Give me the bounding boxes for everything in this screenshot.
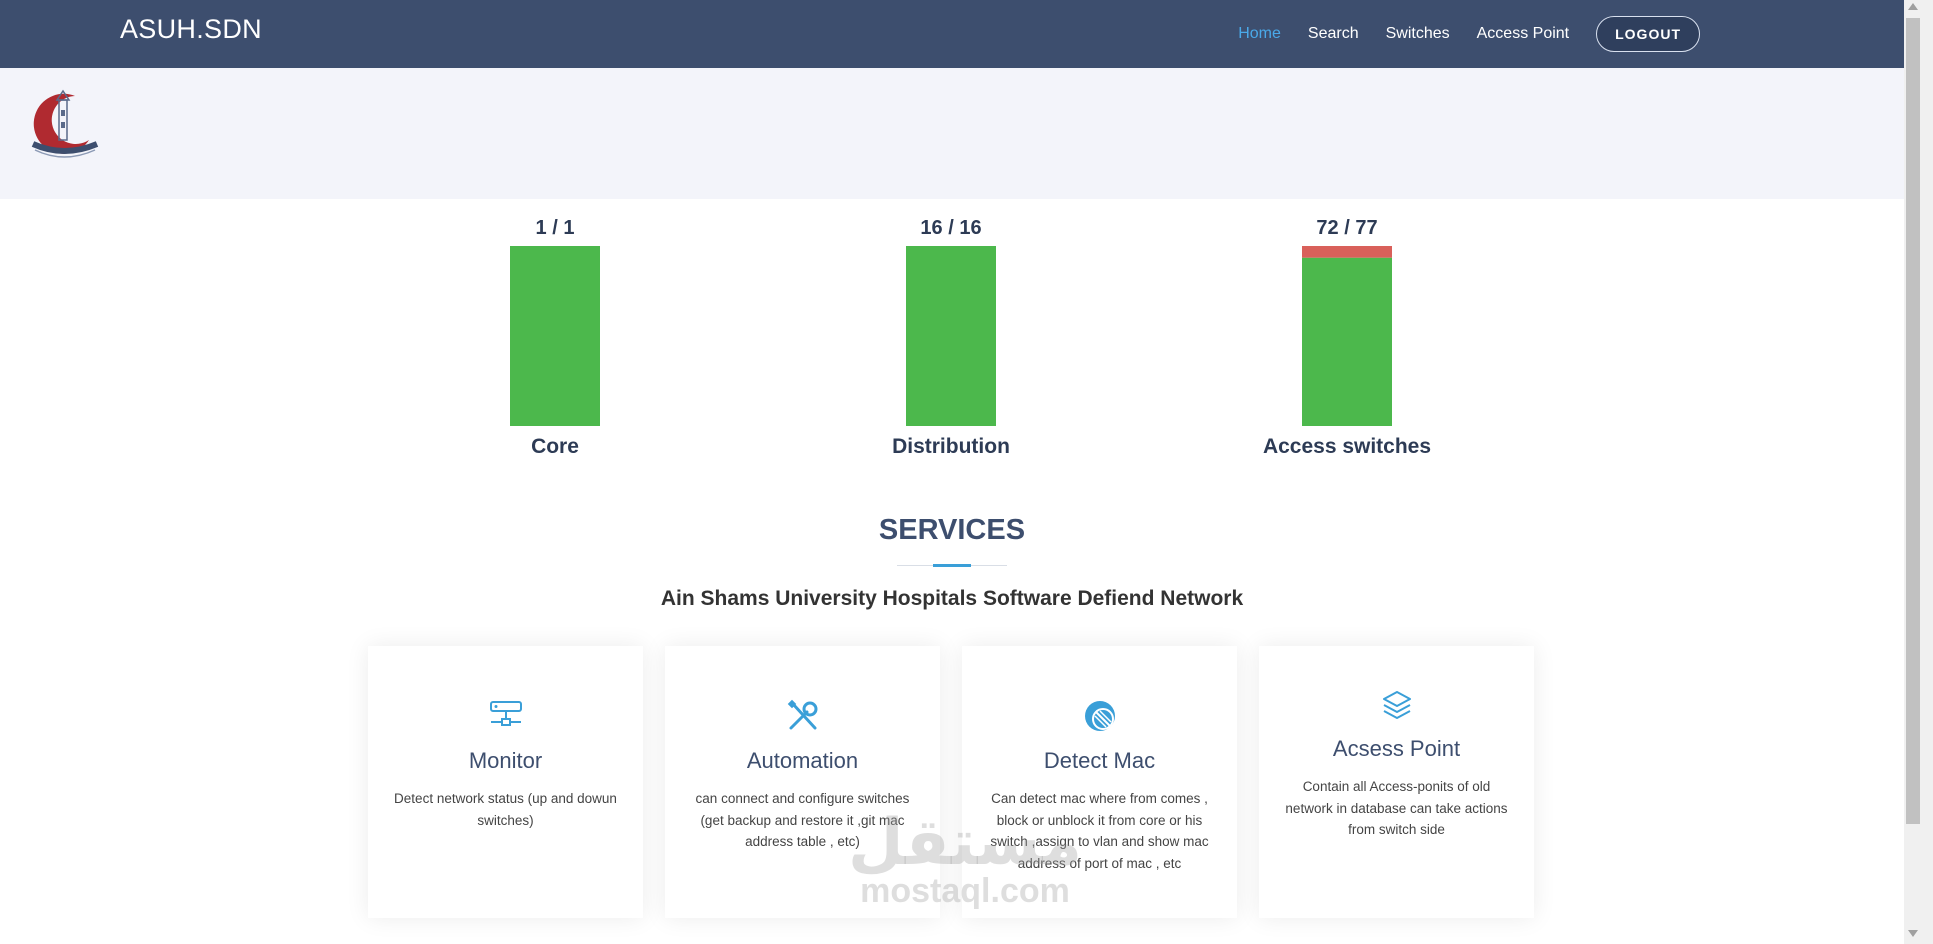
services-divider-accent (933, 564, 971, 567)
bar-category-label: Core (531, 435, 579, 458)
scrollbar-thumb[interactable] (1906, 18, 1920, 824)
bar-up-segment (906, 246, 996, 426)
switch-status-chart: 1 / 1 Core 16 / 16 Distribution 72 / 77 Acces… (510, 217, 1431, 458)
service-card-description: can connect and configure switches (get … (695, 791, 910, 849)
service-card-description: Can detect mac where from comes , block … (990, 791, 1209, 871)
watermark-latin: mostaql.com (860, 872, 1070, 910)
bar-value-label: 72 / 77 (1316, 217, 1377, 239)
nav-link-search[interactable]: Search (1307, 25, 1359, 42)
watermark-arabic: مستقل (847, 806, 1083, 878)
network-server-icon (489, 701, 522, 726)
service-card-automation[interactable]: Automation can connect and configure swi… (665, 646, 940, 918)
bar-up-segment (510, 246, 600, 426)
service-card-title: Automation (746, 748, 859, 773)
nav-link-access-point[interactable]: Access Point (1476, 25, 1570, 42)
services-title: SERVICES (878, 514, 1026, 546)
bar-category-label: Distribution (892, 435, 1010, 458)
layers-icon (1382, 691, 1411, 719)
bar-value-label: 16 / 16 (920, 217, 981, 239)
services-subtitle: Ain Shams University Hospitals Software … (660, 587, 1244, 610)
bar-value-label: 1 / 1 (536, 217, 575, 239)
scroll-up-icon[interactable] (1908, 3, 1918, 10)
nav-links: Home Search Switches Access Point LOGOUT (1211, 0, 1700, 68)
bar-down-segment (1302, 246, 1392, 258)
service-card-description: Detect network status (up and dowun swit… (394, 791, 617, 828)
service-card-access-point[interactable]: Acsess Point Contain all Access-ponits o… (1259, 646, 1534, 918)
service-card-title: Acsess Point (1332, 736, 1461, 761)
brand-logo-text[interactable]: ASUH.SDN (120, 14, 262, 44)
bar-up-segment (1302, 257, 1392, 426)
bar-category-label: Access switches (1263, 435, 1431, 458)
university-hospital-logo (31, 89, 99, 158)
tools-icon (787, 699, 817, 730)
logout-button[interactable]: LOGOUT (1596, 16, 1700, 52)
scroll-down-icon[interactable] (1908, 930, 1918, 937)
service-card-title: Detect Mac (1043, 748, 1156, 773)
header-band (0, 68, 1904, 199)
service-card-title: Monitor (468, 748, 543, 773)
top-navbar: ASUH.SDN Home Search Switches Access Poi… (0, 0, 1904, 68)
service-card-detect-mac[interactable]: Detect Mac Can detect mac where from com… (962, 646, 1237, 918)
block-icon (1084, 701, 1115, 731)
service-cards: Monitor Detect network status (up and do… (368, 646, 1556, 918)
nav-link-switches[interactable]: Switches (1385, 25, 1450, 42)
nav-link-home[interactable]: Home (1238, 25, 1281, 42)
service-card-description: Contain all Access-ponits of old network… (1285, 779, 1508, 837)
watermark: مستقل mostaql.com (840, 810, 1090, 908)
service-card-monitor[interactable]: Monitor Detect network status (up and do… (368, 646, 643, 918)
